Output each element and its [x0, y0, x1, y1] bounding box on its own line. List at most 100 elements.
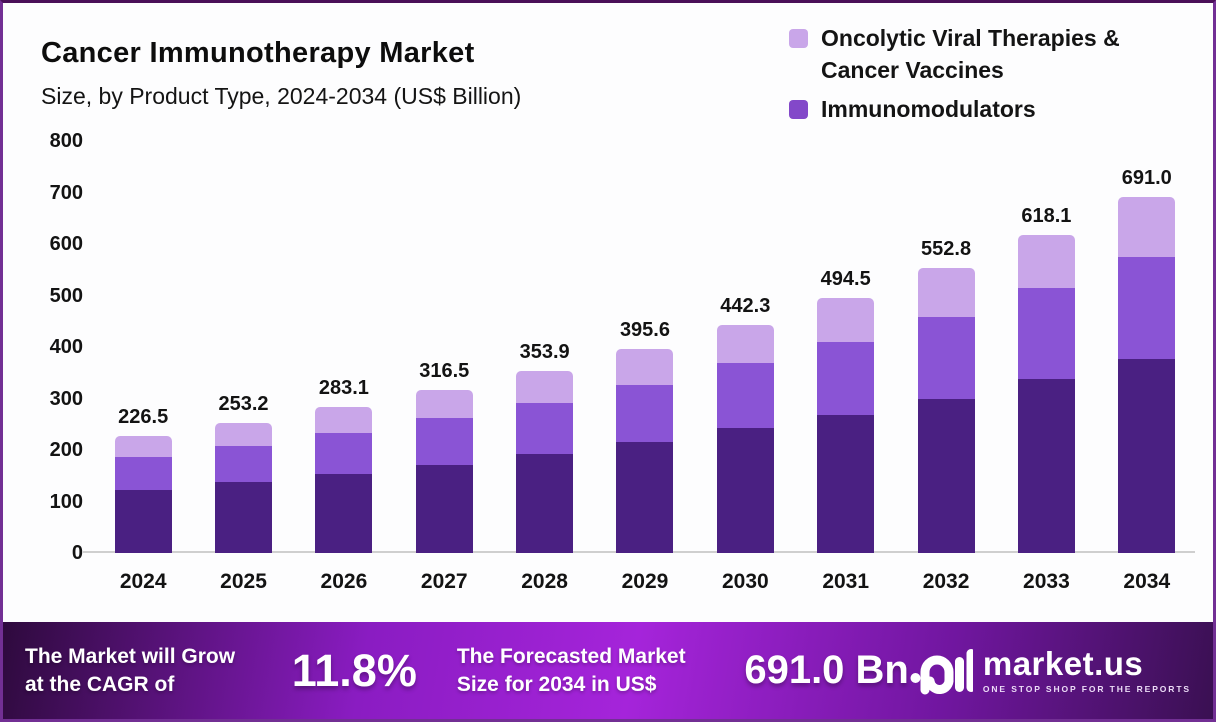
- bar-segment: [1118, 256, 1176, 360]
- bar-segment: [616, 349, 674, 386]
- bar-segment: [215, 446, 273, 483]
- bar-segment: [415, 418, 473, 465]
- bar-segment: [817, 298, 875, 342]
- x-tick-label: 2030: [721, 570, 769, 593]
- bar-segment: [315, 407, 373, 434]
- y-tick-label: 500: [49, 284, 83, 307]
- marketus-logo-icon: [910, 648, 973, 694]
- cagr-value: 11.8%: [291, 644, 417, 696]
- bar-segment: [114, 489, 172, 553]
- bar-total-label: 618.1: [1021, 204, 1072, 227]
- legend-swatch-immunomodulators-icon: [789, 100, 808, 120]
- logo-tagline: ONE STOP SHOP FOR THE REPORTS: [982, 684, 1191, 694]
- page-title: Cancer Immunotherapy Market: [41, 37, 475, 69]
- bars: 226.5 2024 253.2 2025 283.1 2026 316.5 2027 353.…: [83, 141, 1197, 594]
- bar-total-label: 395.6: [619, 319, 670, 342]
- bar-segment: [516, 370, 574, 403]
- marketus-logo-text: market.us ONE STOP SHOP FOR THE REPORTS: [983, 647, 1191, 694]
- bar-segment: [1118, 197, 1176, 257]
- bar-total-label: 552.8: [921, 238, 972, 261]
- bar-total-label: 442.3: [720, 295, 771, 318]
- bar-segment: [1118, 359, 1176, 553]
- bar-segment: [917, 317, 975, 400]
- bar-segment: [516, 454, 574, 553]
- bar-group: 618.1 2033: [996, 141, 1096, 594]
- x-tick-label: 2029: [621, 570, 669, 593]
- bar-group: 395.6 2029: [595, 141, 695, 594]
- x-tick-label: 2028: [521, 570, 568, 593]
- bar-stack: 395.6: [616, 141, 674, 553]
- bar-segment: [114, 456, 172, 490]
- bar-total-label: 494.5: [820, 268, 871, 291]
- bar-total-label: 253.2: [218, 392, 269, 415]
- bar-segment: [516, 402, 574, 455]
- bar-segment: [616, 385, 674, 443]
- bar-stack: 226.5: [114, 141, 172, 553]
- logo-name: market.us: [982, 645, 1144, 682]
- bar-segment: [415, 464, 473, 553]
- bar-segment: [616, 442, 674, 553]
- x-tick-label: 2026: [320, 570, 368, 593]
- bar-stack: 283.1: [315, 141, 373, 553]
- y-tick-label: 400: [49, 336, 83, 358]
- forecast-label: The Forecasted Market Size for 2034 in U…: [456, 645, 686, 696]
- bar-group: 442.3 2030: [695, 141, 795, 594]
- y-tick-label: 600: [49, 233, 83, 255]
- x-tick-label: 2033: [1023, 570, 1070, 593]
- bar-segment: [1017, 288, 1075, 379]
- chart-subtitle: Size, by Product Type, 2024-2034 (US$ Bi…: [41, 83, 522, 109]
- legend-label: Oncolytic Viral Therapies & Cancer Vacci…: [821, 25, 1120, 83]
- y-tick-label: 700: [49, 181, 83, 204]
- y-tick-label: 100: [49, 490, 83, 513]
- x-tick-label: 2027: [420, 570, 468, 593]
- y-tick-label: 0: [71, 542, 83, 564]
- bar-stack: 316.5: [415, 141, 473, 553]
- y-tick-label: 800: [49, 130, 83, 152]
- bar-segment: [817, 341, 875, 415]
- bar-total-label: 353.9: [519, 340, 570, 363]
- bar-segment: [716, 325, 774, 363]
- bar-group: 552.8 2032: [896, 141, 996, 594]
- bar-total-label: 283.1: [318, 377, 369, 400]
- legend-label: Immunomodulators: [821, 96, 1036, 123]
- bar-segment: [716, 362, 774, 429]
- footer-banner: The Market will Grow at the CAGR of 11.8…: [3, 622, 1213, 719]
- x-tick-label: 2032: [922, 570, 970, 593]
- bar-segment: [315, 473, 373, 553]
- bar-segment: [415, 390, 473, 419]
- bar-stack: 494.5: [817, 141, 875, 553]
- bar-total-label: 691.0: [1121, 167, 1172, 190]
- bar-stack: 618.1: [1017, 141, 1075, 553]
- bar-group: 494.5 2031: [796, 141, 896, 594]
- bar-stack: 691.0: [1118, 141, 1176, 553]
- legend: Oncolytic Viral Therapies & Cancer Vacci…: [789, 23, 1199, 134]
- bar-segment: [917, 268, 975, 318]
- y-tick-label: 200: [49, 439, 83, 461]
- bar-segment: [1017, 234, 1075, 289]
- bar-stack: 552.8: [917, 141, 975, 553]
- bar-group: 283.1 2026: [294, 141, 394, 594]
- bar-segment: [716, 428, 774, 553]
- bar-group: 253.2 2025: [193, 141, 293, 594]
- legend-item-oncolytic: Oncolytic Viral Therapies & Cancer Vacci…: [789, 23, 1199, 86]
- bar-total-label: 316.5: [419, 360, 470, 383]
- bar-segment: [215, 422, 273, 447]
- bar-group: 353.9 2028: [494, 141, 594, 594]
- marketus-logo: market.us ONE STOP SHOP FOR THE REPORTS: [909, 645, 1191, 697]
- legend-item-immunomodulators: Immunomodulators: [789, 94, 1199, 126]
- bar-segment: [817, 414, 875, 553]
- x-tick-label: 2024: [119, 570, 167, 593]
- bar-group: 316.5 2027: [394, 141, 494, 594]
- bar-segment: [315, 433, 373, 474]
- x-tick-label: 2034: [1123, 570, 1171, 593]
- bar-group: 691.0 2034: [1097, 141, 1197, 594]
- x-tick-label: 2031: [822, 570, 870, 593]
- bar-group: 226.5 2024: [93, 141, 193, 594]
- plot: 0 100 200 300 400 500 600 700 800 226.5 2024 253.2…: [27, 130, 1197, 594]
- bar-stack: 353.9: [516, 141, 574, 553]
- y-axis: 0 100 200 300 400 500 600 700 800: [27, 130, 93, 564]
- bar-segment: [215, 482, 273, 553]
- legend-swatch-oncolytic-icon: [789, 29, 808, 48]
- bar-stack: 253.2: [215, 141, 273, 553]
